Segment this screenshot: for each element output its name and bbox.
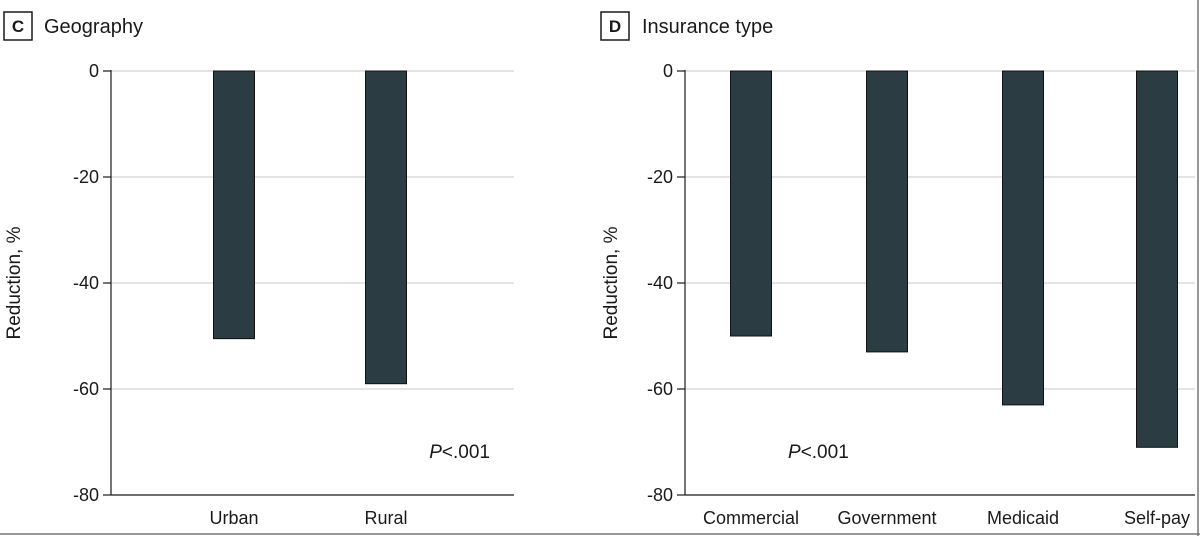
- panel-c-y-tick-label: -80: [73, 485, 99, 505]
- panel-c-bars: [213, 70, 407, 385]
- panel-d-y-tick-label: -60: [647, 379, 673, 399]
- panel-d-bar-medicaid: [1002, 70, 1044, 406]
- panel-c-x-tick-label: Rural: [364, 508, 407, 528]
- panel-c-y-tick-label: -40: [73, 273, 99, 293]
- panel-d-x-tick-label: Medicaid: [987, 508, 1059, 528]
- panel-d-y-ticks: 0 -20 -40 -60 -80: [647, 61, 685, 505]
- panel-d-p-value: P<.001: [788, 442, 849, 463]
- panel-c-title: Geography: [44, 16, 143, 38]
- panel-c-x-tick-label: Urban: [209, 508, 258, 528]
- panel-c-bar-urban: [213, 70, 255, 340]
- panel-d-insurance-chart: D Insurance type Reduction, % 0 -20 -40 -60…: [600, 11, 1195, 528]
- panel-c-y-tick-label: -60: [73, 379, 99, 399]
- panel-c-p-value: P<.001: [429, 442, 490, 463]
- panel-c-letter-box: [3, 11, 33, 41]
- panel-d-x-labels: Commercial Government Medicaid Self-pay: [703, 508, 1190, 528]
- panel-c-y-axis-label: Reduction, %: [4, 226, 25, 339]
- panel-d-bars: [730, 70, 1178, 448]
- panel-c-grid: [111, 70, 514, 390]
- panel-d-x-tick-label: Government: [837, 508, 936, 528]
- panel-d-y-tick-label: -40: [647, 273, 673, 293]
- panel-d-letter-box: [600, 11, 630, 41]
- panel-c-p-symbol: P: [429, 442, 442, 463]
- panel-d-letter: D: [609, 17, 621, 36]
- panel-c-p-value-text: <.001: [442, 442, 490, 463]
- panel-c-y-tick-label: -20: [73, 167, 99, 187]
- panel-c-y-tick-label: 0: [89, 61, 99, 81]
- panel-c-x-labels: Urban Rural: [209, 508, 407, 528]
- panel-c-bar-rural: [365, 70, 407, 385]
- panel-d-p-value-text: <.001: [801, 442, 849, 463]
- panel-d-y-tick-label: -20: [647, 167, 673, 187]
- panel-c-letter: C: [12, 17, 24, 36]
- panel-d-bar-self-pay: [1136, 70, 1178, 448]
- panel-d-y-axis-label: Reduction, %: [601, 226, 622, 339]
- panel-c-y-ticks: 0 -20 -40 -60 -80: [73, 61, 111, 505]
- panel-d-bar-government: [866, 70, 908, 353]
- panel-d-y-tick-label: -80: [647, 485, 673, 505]
- panel-d-p-symbol: P: [788, 442, 801, 463]
- panel-c-geography-chart: C Geography Reduction, % 0 -20 -40 -60 -80 U…: [3, 11, 514, 528]
- panel-d-title: Insurance type: [642, 16, 773, 38]
- panel-d-x-tick-label: Self-pay: [1124, 508, 1190, 528]
- panel-d-bar-commercial: [730, 70, 772, 337]
- panel-d-x-tick-label: Commercial: [703, 508, 799, 528]
- panel-d-y-tick-label: 0: [663, 61, 673, 81]
